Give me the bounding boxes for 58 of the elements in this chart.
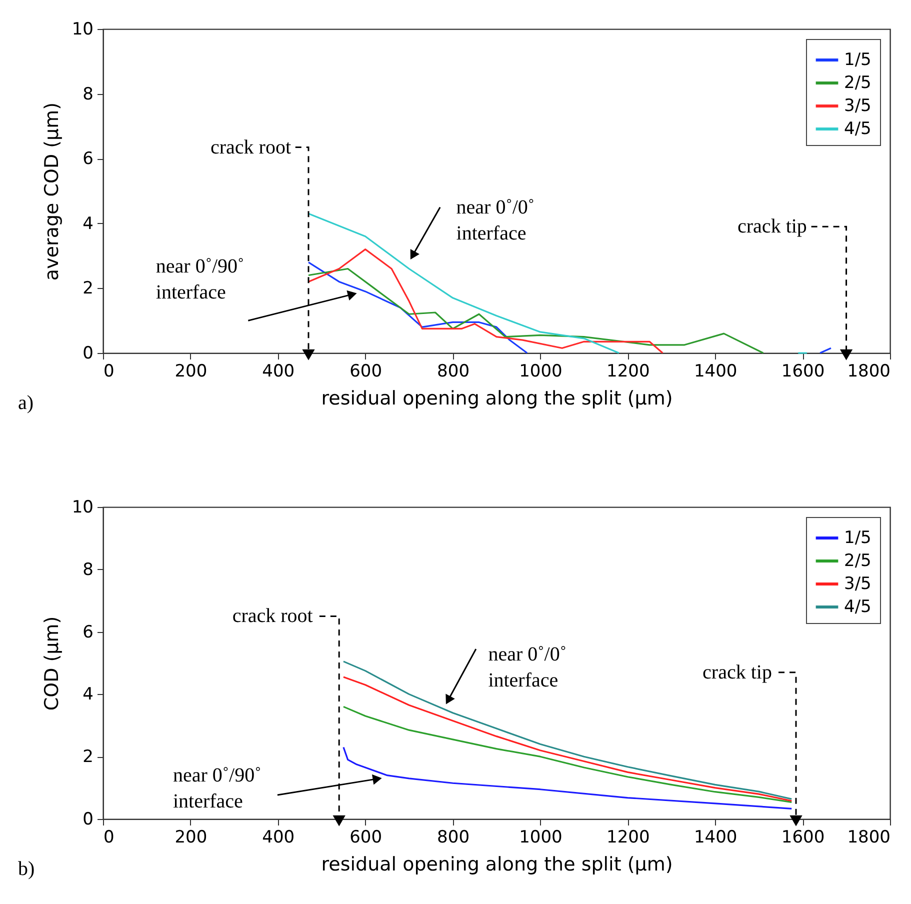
annotation: crack root <box>210 136 292 158</box>
y-tick-label: 2 <box>82 747 94 768</box>
y-tick-label: 4 <box>82 684 94 705</box>
x-tick-label: 1800 <box>847 828 890 848</box>
x-tick-label: 1000 <box>519 362 562 382</box>
annotation: crack root <box>232 605 314 628</box>
legend-label: 1/5 <box>844 50 872 70</box>
x-tick-label: 1200 <box>606 828 650 848</box>
y-tick-label: 4 <box>82 214 94 234</box>
annotation: near 0˚/0˚ interface <box>456 196 535 244</box>
x-tick-label: 200 <box>174 828 208 848</box>
x-tick-label: 600 <box>350 828 382 848</box>
text: a) <box>18 392 34 414</box>
x-tick-label: 1400 <box>694 828 738 848</box>
x-tick-label: 1600 <box>781 362 825 382</box>
line-series <box>342 706 792 803</box>
y-tick-label: 8 <box>82 560 94 580</box>
legend-label: 2/5 <box>844 551 872 571</box>
x-axis-title: residual opening along the split (µm) <box>321 854 673 876</box>
legend-label: 2/5 <box>844 73 872 93</box>
y-tick-label: 0 <box>82 344 94 364</box>
x-tick-label: 1800 <box>847 362 890 382</box>
legend-label: 3/5 <box>844 96 872 116</box>
y-tick-label: 2 <box>82 278 94 299</box>
y-tick-label: 6 <box>82 149 94 170</box>
x-tick-label: 200 <box>174 362 208 382</box>
x-tick-label: 1000 <box>519 828 562 848</box>
x-tick-label: 400 <box>262 828 295 848</box>
legend-label: 4/5 <box>844 597 872 617</box>
line-series <box>308 248 664 354</box>
line-series <box>342 746 792 810</box>
x-tick-label: 800 <box>437 362 470 382</box>
y-tick-label: 10 <box>72 20 94 40</box>
x-tick-label: 1200 <box>606 362 650 382</box>
text: b) <box>18 858 35 880</box>
y-tick-label: 6 <box>82 622 94 642</box>
y-tick-label: 0 <box>82 810 94 830</box>
annotation: crack tip <box>702 661 772 684</box>
y-tick-label: 10 <box>72 498 94 518</box>
annotation: near 0˚/90˚ interface <box>156 255 244 304</box>
x-tick-label: 400 <box>262 362 295 382</box>
x-axis-title: residual opening along the split (µm) <box>321 388 673 410</box>
y-axis-title: COD (µm) <box>40 616 63 711</box>
line-series <box>308 268 764 354</box>
y-tick-label: 8 <box>82 84 94 104</box>
legend-label: 1/5 <box>844 528 872 548</box>
legend-label: 4/5 <box>844 119 872 139</box>
annotation: near 0˚/90˚ interface <box>172 764 262 812</box>
x-tick-label: 0 <box>104 828 114 848</box>
annotation: crack tip <box>738 216 807 238</box>
x-tick-label: 0 <box>104 362 114 382</box>
x-tick-label: 1600 <box>781 828 825 848</box>
x-tick-label: 600 <box>350 362 382 382</box>
x-tick-label: 1400 <box>694 362 738 382</box>
annotation: near 0˚/0˚ interface <box>488 643 566 692</box>
y-axis-title: average COD (µm) <box>40 102 63 281</box>
legend-label: 3/5 <box>844 574 872 594</box>
x-tick-label: 800 <box>437 828 470 848</box>
